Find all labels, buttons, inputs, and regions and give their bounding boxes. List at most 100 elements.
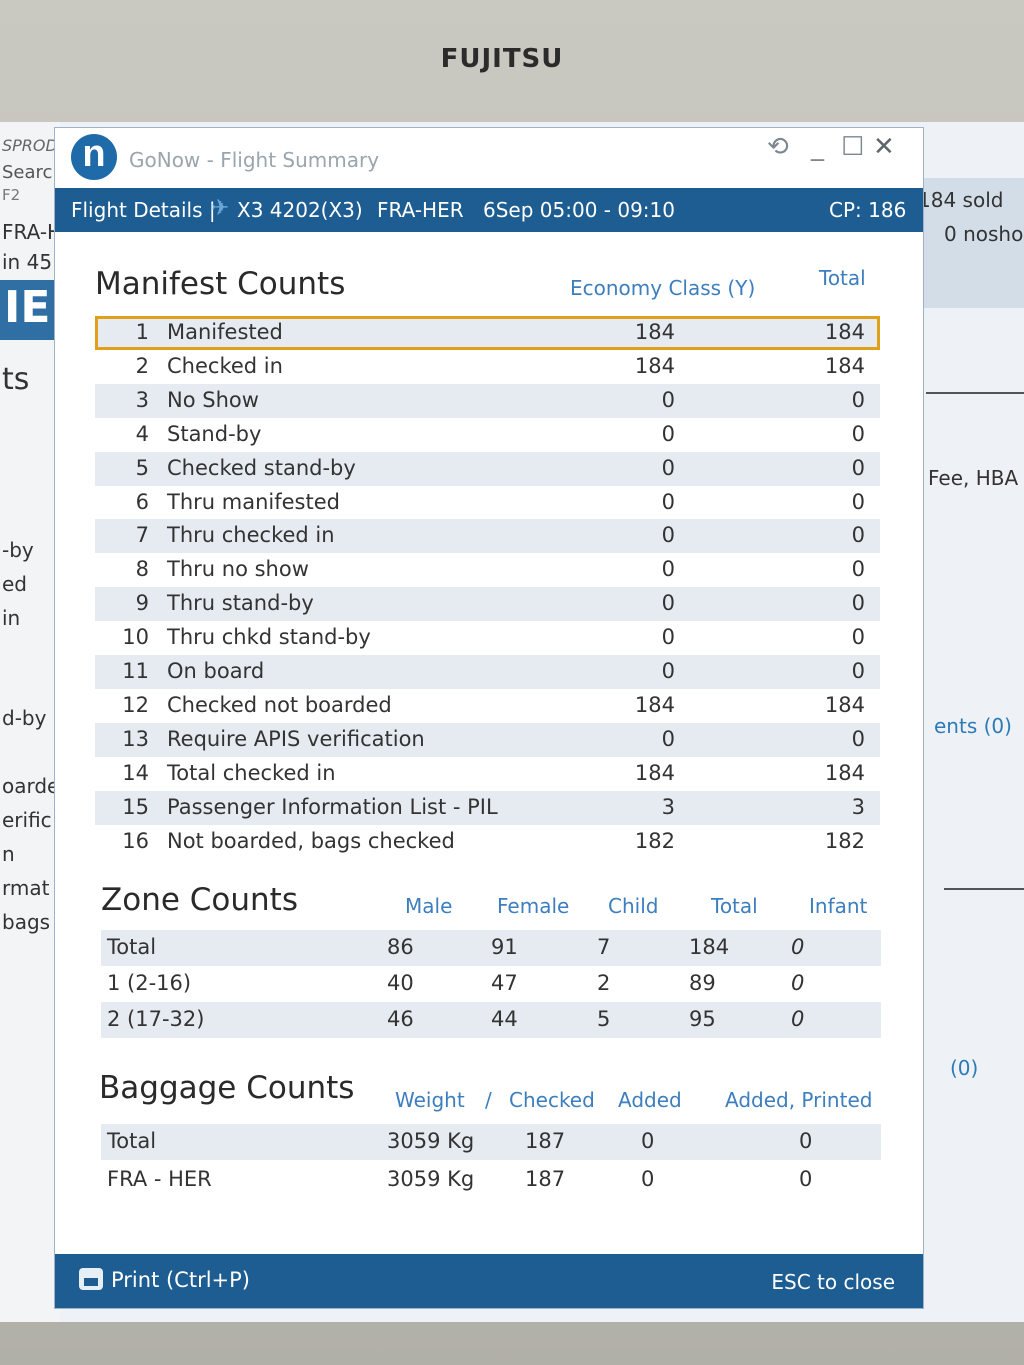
manifest-row[interactable]: 6 Thru manifested 0 0	[95, 486, 880, 520]
manifest-row-label: Thru checked in	[167, 523, 335, 547]
printer-icon	[79, 1268, 103, 1290]
manifest-row[interactable]: 12 Checked not boarded 184 184	[95, 689, 880, 723]
manifest-row-number: 2	[135, 354, 149, 378]
manifest-row[interactable]: 16 Not boarded, bags checked 182 182	[95, 825, 880, 859]
print-button-label: Print (Ctrl+P)	[111, 1268, 250, 1292]
manifest-row-label: Checked not boarded	[167, 693, 392, 717]
manifest-economy-value: 0	[661, 591, 675, 615]
zone-col-female: Female	[497, 894, 570, 918]
baggage-checked: 187	[525, 1167, 566, 1191]
zone-infant: 0	[791, 935, 805, 959]
baggage-weight: 3059 Kg	[387, 1167, 475, 1191]
manifest-row[interactable]: 11 On board 0 0	[95, 655, 880, 689]
divider	[944, 888, 1024, 890]
manifest-economy-value: 184	[634, 693, 675, 717]
manifest-row[interactable]: 5 Checked stand-by 0 0	[95, 452, 880, 486]
manifest-economy-value: 184	[634, 320, 675, 344]
economy-class-header: Economy Class (Y)	[570, 276, 756, 300]
minimize-icon[interactable]: _	[811, 132, 824, 162]
dialog-titlebar[interactable]: n GoNow - Flight Summary ⟲ _ ☐ ✕	[55, 128, 923, 188]
zone-col-total: Total	[711, 894, 758, 918]
manifest-row-label: Checked stand-by	[167, 456, 356, 480]
manifest-row-number: 5	[135, 456, 149, 480]
manifest-row[interactable]: 15 Passenger Information List - PIL 3 3	[95, 791, 880, 825]
manifest-row[interactable]: 13 Require APIS verification 0 0	[95, 723, 880, 757]
zone-total: 89	[689, 971, 716, 995]
manifest-row-number: 10	[122, 625, 149, 649]
zone-total: 184	[689, 935, 730, 959]
manifest-total-value: 0	[851, 422, 865, 446]
manifest-row-label: Not boarded, bags checked	[167, 829, 455, 853]
flight-summary-dialog: n GoNow - Flight Summary ⟲ _ ☐ ✕ Flight …	[55, 128, 923, 1308]
maximize-icon[interactable]: ☐	[841, 132, 865, 162]
zone-col-male: Male	[405, 894, 453, 918]
manifest-row-label: Thru chkd stand-by	[167, 625, 371, 649]
ed-fragment: ed	[2, 572, 27, 596]
manifest-row[interactable]: 1 Manifested 184 184	[95, 316, 880, 350]
zone-infant: 0	[791, 971, 805, 995]
manifest-row-number: 7	[135, 523, 149, 547]
baggage-added-printed: 0	[799, 1167, 813, 1191]
manifest-total-value: 0	[851, 591, 865, 615]
flight-number: X3 4202(X3)	[237, 198, 363, 222]
manifest-row[interactable]: 7 Thru checked in 0 0	[95, 519, 880, 553]
screen: SPROD6 Search F2 FRA-H in 45 IE ts -by e…	[0, 122, 1024, 1322]
app-logo-icon: n	[71, 134, 117, 180]
manifest-economy-value: 184	[634, 761, 675, 785]
manifest-row-label: No Show	[167, 388, 259, 412]
zone-row-label: 2 (17-32)	[107, 1007, 205, 1031]
manifest-row[interactable]: 4 Stand-by 0 0	[95, 418, 880, 452]
manifest-total-value: 0	[851, 490, 865, 514]
manifest-total-value: 184	[824, 354, 865, 378]
print-button[interactable]: Print (Ctrl+P)	[79, 1268, 250, 1292]
zone-row: 1 (2-16) 40 47 2 89 0	[101, 966, 881, 1002]
zone-female: 47	[491, 971, 518, 995]
manifest-row[interactable]: 9 Thru stand-by 0 0	[95, 587, 880, 621]
route-fragment: FRA-H	[2, 220, 63, 244]
big-title: IE	[4, 282, 51, 333]
sold-count: 184 sold	[918, 188, 1004, 212]
baggage-col-added: Added	[618, 1088, 682, 1112]
search-label[interactable]: Search	[2, 162, 64, 183]
manifest-row[interactable]: 2 Checked in 184 184	[95, 350, 880, 384]
manifest-row[interactable]: 14 Total checked in 184 184	[95, 757, 880, 791]
baggage-col-added-printed: Added, Printed	[725, 1088, 873, 1112]
refresh-icon[interactable]: ⟲	[767, 132, 789, 162]
baggage-row: FRA - HER 3059 Kg 187 0 0	[101, 1162, 881, 1198]
divider	[926, 392, 1024, 394]
noshow-count: 0 nosho	[944, 222, 1024, 246]
flight-datetime: 6Sep 05:00 - 09:10	[483, 198, 675, 222]
zero-paren[interactable]: (0)	[950, 1056, 979, 1080]
manifest-total-value: 184	[824, 320, 865, 344]
manifest-economy-value: 0	[661, 422, 675, 446]
manifest-row-number: 14	[122, 761, 149, 785]
manifest-row-number: 3	[135, 388, 149, 412]
erific-fragment: erific	[2, 808, 52, 832]
baggage-added: 0	[641, 1167, 655, 1191]
manifest-row[interactable]: 8 Thru no show 0 0	[95, 553, 880, 587]
manifest-row-label: Thru stand-by	[167, 591, 314, 615]
manifest-total-value: 0	[851, 625, 865, 649]
zone-row: Total 86 91 7 184 0	[101, 930, 881, 966]
manifest-total-value: 0	[851, 659, 865, 683]
ts-fragment: ts	[2, 362, 30, 397]
in-fragment: in 45	[2, 250, 53, 274]
manifest-row-label: Stand-by	[167, 422, 262, 446]
flight-details-bar: Flight Details | ✈ X3 4202(X3) FRA-HER 6…	[55, 188, 923, 232]
manifest-row[interactable]: 10 Thru chkd stand-by 0 0	[95, 621, 880, 655]
cp-count: CP: 186	[829, 198, 907, 222]
by-fragment: -by	[2, 538, 34, 562]
manifest-row-label: Manifested	[167, 320, 283, 344]
zone-col-child: Child	[608, 894, 659, 918]
zone-total: 95	[689, 1007, 716, 1031]
close-icon[interactable]: ✕	[873, 132, 895, 162]
manifest-economy-value: 0	[661, 388, 675, 412]
zone-female: 91	[491, 935, 518, 959]
manifest-row[interactable]: 3 No Show 0 0	[95, 384, 880, 418]
monitor-brand: FUJITSU	[440, 44, 564, 74]
esc-to-close-hint[interactable]: ESC to close	[771, 1270, 895, 1294]
zone-counts-title: Zone Counts	[101, 882, 298, 918]
ents-fragment[interactable]: ents (0)	[934, 714, 1012, 738]
right-summary-panel	[914, 178, 1024, 308]
zone-female: 44	[491, 1007, 518, 1031]
